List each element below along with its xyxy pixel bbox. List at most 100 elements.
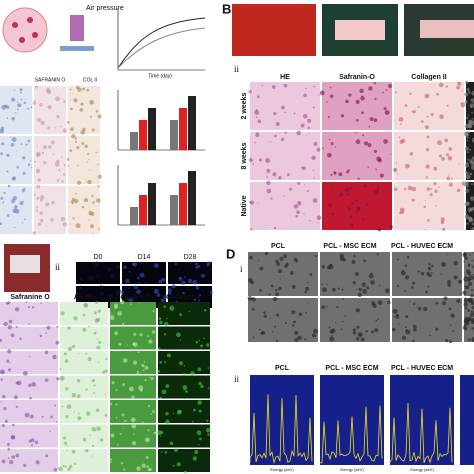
texture (470, 319, 474, 325)
axis-label: Energy (keV) (270, 467, 294, 472)
column-header: COL II (83, 77, 97, 83)
texture (365, 203, 369, 206)
texture (33, 160, 36, 163)
texture (119, 432, 122, 436)
texture (443, 296, 448, 301)
texture (123, 468, 126, 471)
texture (460, 292, 462, 295)
texture (147, 404, 151, 408)
texture (27, 107, 30, 110)
texture (292, 324, 295, 327)
spectrum (250, 375, 314, 465)
texture (88, 219, 90, 221)
texture (94, 311, 97, 315)
texture (472, 277, 474, 279)
texture (297, 181, 301, 185)
image-tile (158, 449, 210, 472)
texture (176, 462, 181, 467)
texture (35, 206, 39, 209)
cell (12, 22, 18, 28)
texture (424, 228, 427, 231)
texture (469, 217, 474, 223)
texture (385, 89, 388, 91)
texture (60, 311, 65, 316)
texture (466, 87, 470, 91)
texture (446, 104, 449, 107)
texture (266, 188, 272, 194)
texture (9, 136, 12, 138)
texture (56, 115, 60, 119)
texture (99, 438, 104, 442)
texture (471, 327, 474, 330)
texture (15, 405, 19, 409)
texture (87, 161, 89, 163)
texture (362, 289, 368, 294)
texture (270, 141, 272, 143)
texture (76, 379, 81, 383)
texture (128, 297, 134, 303)
texture (361, 95, 363, 97)
image-tile (0, 375, 58, 399)
texture (442, 227, 446, 231)
column-header: SAFRANIN O (35, 77, 66, 83)
texture (373, 81, 377, 85)
texture (115, 265, 120, 270)
texture (165, 419, 170, 425)
texture (184, 470, 187, 474)
texture (47, 106, 50, 109)
texture (469, 196, 474, 201)
texture (32, 231, 36, 235)
texture (86, 88, 90, 92)
texture (441, 261, 447, 267)
spectrum-title: PCL (275, 365, 290, 372)
texture (307, 281, 309, 284)
texture (261, 84, 264, 87)
texture (464, 80, 469, 84)
texture (200, 384, 204, 389)
texture (91, 128, 95, 132)
texture (266, 176, 268, 178)
texture (96, 298, 98, 300)
texture (463, 92, 469, 97)
texture (14, 307, 20, 312)
texture (349, 223, 354, 228)
image-tile (110, 302, 156, 325)
photo (10, 255, 40, 273)
texture (254, 110, 260, 116)
texture (284, 131, 287, 134)
texture (249, 201, 252, 204)
texture (352, 281, 356, 285)
texture (466, 133, 469, 136)
texture (56, 377, 60, 381)
texture (70, 107, 73, 111)
texture (77, 164, 79, 167)
texture (167, 288, 172, 293)
texture (3, 321, 8, 327)
texture (458, 163, 460, 165)
texture (359, 88, 364, 93)
axis-label: Energy (keV) (340, 467, 364, 472)
texture (252, 163, 255, 165)
texture (168, 297, 171, 299)
texture (406, 255, 410, 259)
texture (40, 302, 42, 305)
texture (139, 272, 145, 278)
texture (49, 430, 51, 433)
texture (266, 168, 271, 173)
texture (131, 423, 137, 429)
texture (209, 291, 213, 295)
texture (82, 87, 85, 91)
texture (147, 429, 150, 432)
texture (296, 130, 302, 136)
texture (327, 152, 332, 158)
texture (434, 189, 438, 193)
texture (193, 298, 197, 301)
column-header: Safranin-O (339, 74, 375, 81)
texture (71, 450, 76, 454)
texture (46, 126, 51, 130)
texture (6, 154, 8, 156)
texture (144, 437, 150, 443)
texture (360, 96, 365, 101)
texture (278, 176, 282, 180)
texture (22, 187, 26, 191)
